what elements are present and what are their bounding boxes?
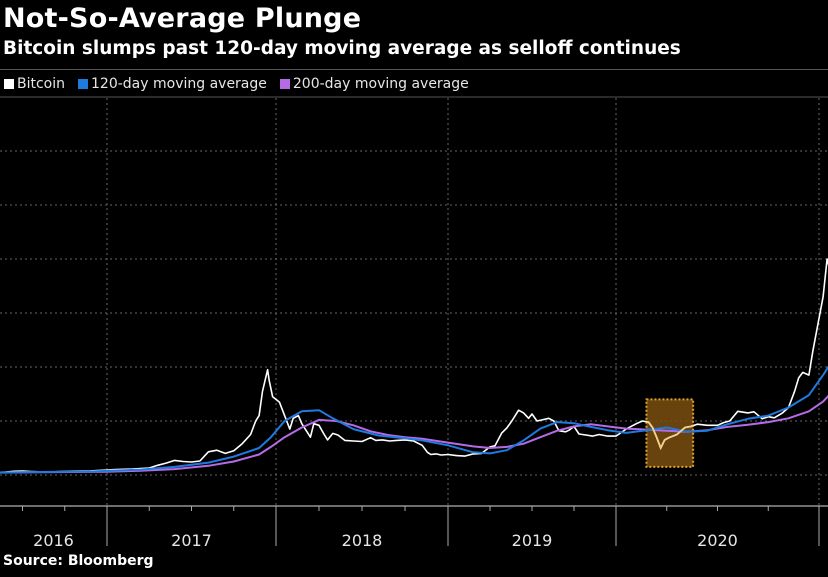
series-layer [0, 258, 828, 474]
header-divider [0, 69, 828, 70]
x-tick-label: 2018 [342, 531, 383, 550]
legend-swatch-bitcoin [4, 79, 14, 89]
highlight-layer [645, 398, 695, 468]
x-axis-labels: 2016 2017 2018 2019 2020 [33, 531, 738, 550]
legend-label-bitcoin: Bitcoin [17, 76, 66, 92]
chart-title: Not-So-Average Plunge [3, 3, 362, 34]
legend-label-200-day: 200-day moving average [292, 76, 469, 92]
legend-item-bitcoin: Bitcoin [4, 76, 65, 92]
vertical-gridlines [106, 98, 820, 506]
chart-subtitle: Bitcoin slumps past 120-day moving avera… [3, 38, 681, 59]
legend-label-120-day: 120-day moving average [91, 76, 267, 92]
legend-item-200-day: 200-day moving average [279, 76, 469, 92]
x-tick-label: 2017 [171, 531, 212, 550]
x-tick-label: 2016 [33, 531, 74, 550]
x-tick-label: 2020 [697, 531, 738, 550]
x-tick-label: 2019 [512, 531, 553, 550]
series-line-120-day-moving-average [0, 365, 828, 474]
source-note: Source: Bloomberg [3, 553, 154, 569]
legend-swatch-120-day [78, 79, 89, 89]
legend: Bitcoin 120-day moving average 200-day m… [4, 76, 469, 92]
series-line-bitcoin [0, 258, 828, 474]
x-axis [0, 505, 828, 546]
legend-item-120-day: 120-day moving average [78, 76, 267, 92]
highlight-box [645, 398, 695, 468]
legend-swatch-200-day [279, 79, 290, 89]
horizontal-gridlines [0, 150, 828, 476]
chart-plot: 2016 2017 2018 2019 2020 [0, 96, 828, 550]
